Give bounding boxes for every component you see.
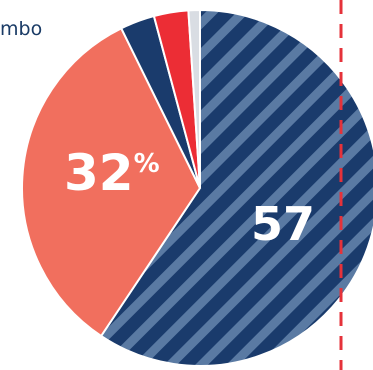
pie-slice-1: [21, 27, 202, 338]
pie-slices: [21, 8, 373, 367]
pie-slice-0: [99, 8, 373, 367]
slice-label-57: 57: [251, 197, 315, 251]
slice-label-32-suffix: %: [134, 149, 160, 179]
slice-label-32: 32%: [64, 144, 160, 202]
pie-slice-4: [187, 8, 201, 189]
slice-label-32-value: 32: [64, 144, 134, 202]
legend-fragment: mbo: [0, 18, 43, 40]
